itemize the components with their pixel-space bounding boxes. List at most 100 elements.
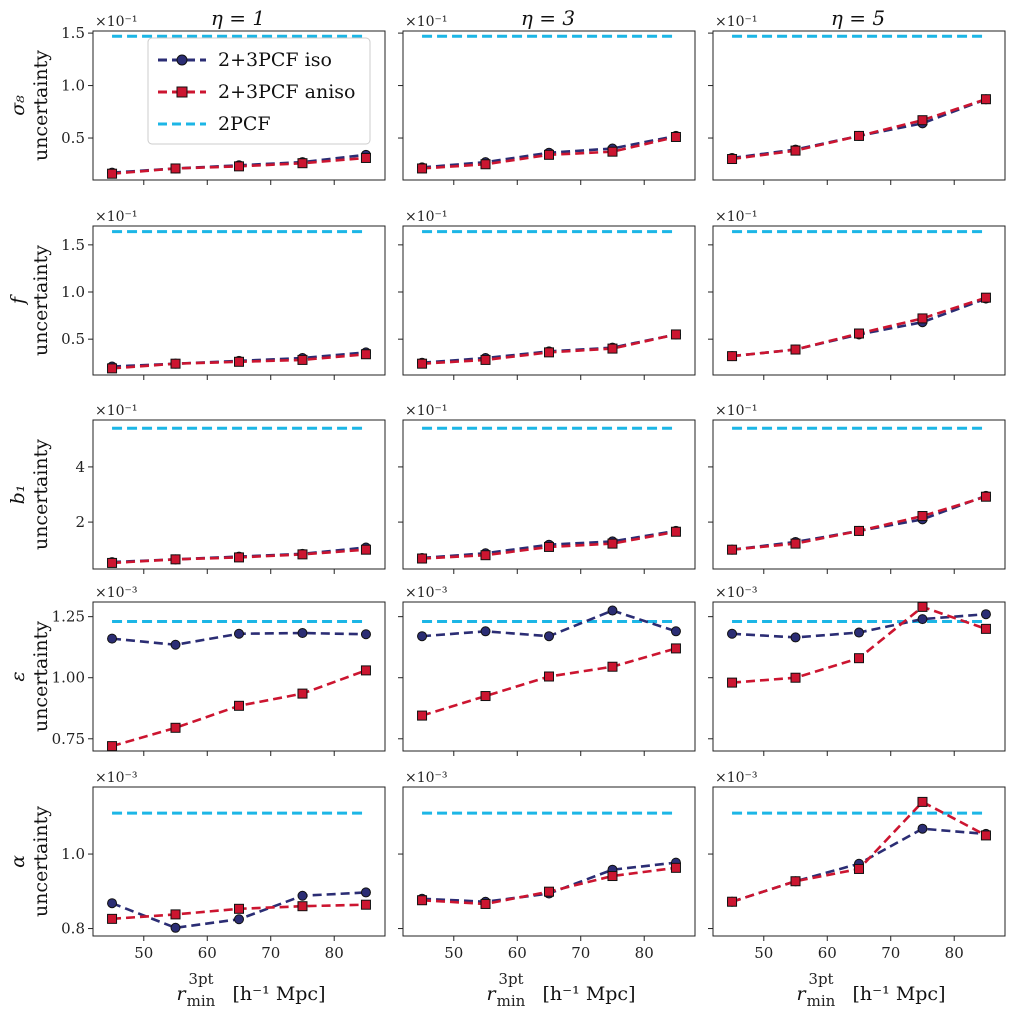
x-axis-units: [h⁻¹ Mpc]: [542, 983, 635, 1005]
data-point-aniso: [417, 710, 428, 721]
panels-grid: 0.5 1.0 1.5 ×10⁻¹ ×10⁻¹ ×10⁻¹ 0.5 1.0 1.5 ×10⁻¹ ×1…: [52, 14, 1006, 962]
row-axis-label: b₁ uncertainty: [7, 439, 52, 550]
row-axis-label: α uncertainty: [7, 806, 52, 917]
data-point-aniso: [544, 886, 554, 897]
x-axis-units: [h⁻¹ Mpc]: [852, 983, 945, 1005]
data-point-aniso: [107, 741, 118, 752]
x-axis-symbol: r: [796, 983, 807, 1005]
y-tick-label: 1.0: [61, 283, 85, 301]
data-point-aniso: [417, 553, 428, 564]
panel: ×10⁻¹: [708, 403, 1006, 574]
panel-frame: [92, 419, 386, 570]
panel: ×10⁻³: [398, 585, 696, 756]
data-point-iso: [854, 627, 864, 638]
legend-entry: 2+3PCF iso: [158, 49, 332, 71]
data-point-aniso: [790, 672, 801, 683]
x-tick-label: 70: [881, 944, 900, 962]
data-point-aniso: [854, 863, 864, 874]
panel: 0.75 1.00 1.25 ×10⁻³: [52, 585, 386, 756]
axis-multiplier: ×10⁻¹: [405, 403, 448, 419]
data-point-aniso: [670, 329, 681, 340]
panel-frame: [712, 225, 1006, 376]
data-point-iso: [107, 633, 118, 644]
y-tick-label: 0.5: [61, 330, 85, 348]
axis-multiplier: ×10⁻¹: [95, 403, 138, 419]
data-point-aniso: [107, 557, 118, 568]
y-tick-label: 1.5: [61, 24, 85, 42]
data-point-aniso: [670, 862, 681, 873]
panel: 0.5 1.0 1.5 ×10⁻¹: [61, 209, 386, 380]
row-parameter-symbol: α: [7, 855, 29, 868]
data-point-aniso: [107, 363, 118, 374]
column-titles: η = 1 η = 3 η = 5: [211, 6, 885, 30]
panel: ×10⁻¹: [398, 209, 696, 380]
data-point-iso: [297, 890, 308, 901]
x-axis-superscript: 3pt: [188, 970, 213, 988]
legend-box: [147, 37, 371, 145]
panel-frame: [712, 786, 1006, 937]
panel-frame: [92, 786, 386, 937]
data-point-iso: [917, 614, 928, 625]
data-point-iso: [234, 914, 244, 925]
data-point-iso: [980, 609, 991, 620]
panel: 0.5 1.0 1.5 ×10⁻¹: [61, 14, 386, 185]
data-point-aniso: [234, 161, 244, 172]
data-point-aniso: [727, 154, 738, 165]
data-point-aniso: [170, 909, 181, 920]
data-point-aniso: [480, 159, 491, 170]
data-point-aniso: [480, 898, 491, 909]
row-axis-label: f uncertainty: [7, 245, 52, 356]
x-axis-title: r min 3pt [h⁻¹ Mpc]: [176, 970, 325, 1010]
data-point-aniso: [170, 163, 181, 174]
data-point-aniso: [480, 691, 491, 702]
data-point-aniso: [234, 903, 244, 914]
data-point-aniso: [417, 163, 428, 174]
panel: ×10⁻¹: [708, 209, 1006, 380]
data-point-iso: [234, 628, 244, 639]
data-point-aniso: [670, 643, 681, 654]
data-point-aniso: [917, 601, 928, 612]
y-tick-label: 0.75: [52, 730, 85, 748]
data-point-iso: [297, 628, 308, 639]
data-point-aniso: [790, 145, 801, 156]
axis-multiplier: ×10⁻¹: [405, 209, 448, 225]
data-point-aniso: [297, 688, 308, 699]
row-ylabel: uncertainty: [30, 50, 52, 161]
data-point-aniso: [670, 526, 681, 537]
x-axis-superscript: 3pt: [498, 970, 523, 988]
x-axis-symbol: r: [176, 983, 187, 1005]
axis-multiplier: ×10⁻¹: [715, 403, 758, 419]
x-axis-subscript: min: [497, 992, 526, 1010]
series-line-aniso: [731, 97, 987, 161]
data-point-aniso: [297, 901, 308, 912]
data-point-aniso: [790, 344, 801, 355]
axis-multiplier: ×10⁻³: [405, 770, 448, 786]
axis-multiplier: ×10⁻¹: [405, 14, 448, 30]
data-point-aniso: [917, 115, 928, 126]
data-point-aniso: [727, 544, 738, 555]
data-point-aniso: [980, 94, 991, 105]
data-point-aniso: [670, 131, 681, 142]
data-point-iso: [727, 628, 738, 639]
x-tick-label: 60: [508, 944, 527, 962]
data-point-aniso: [607, 661, 618, 672]
data-point-aniso: [917, 313, 928, 324]
x-axis-title: r min 3pt [h⁻¹ Mpc]: [796, 970, 945, 1010]
data-point-aniso: [297, 549, 308, 560]
panel: ×10⁻³: [708, 585, 1006, 756]
series-line-aniso: [421, 866, 677, 906]
row-axis-label: ε uncertainty: [7, 621, 52, 732]
data-point-aniso: [790, 538, 801, 549]
data-point-aniso: [727, 677, 738, 688]
x-axis-subscript: min: [187, 992, 216, 1010]
panel: 50 60 70 80 ×10⁻³: [708, 770, 1006, 962]
x-axis-title: r min 3pt [h⁻¹ Mpc]: [486, 970, 635, 1010]
axis-multiplier: ×10⁻³: [715, 770, 758, 786]
data-point-aniso: [360, 544, 371, 555]
data-point-aniso: [544, 347, 554, 358]
panel: ×10⁻¹: [398, 403, 696, 574]
x-tick-label: 80: [635, 944, 654, 962]
data-point-aniso: [360, 349, 371, 360]
